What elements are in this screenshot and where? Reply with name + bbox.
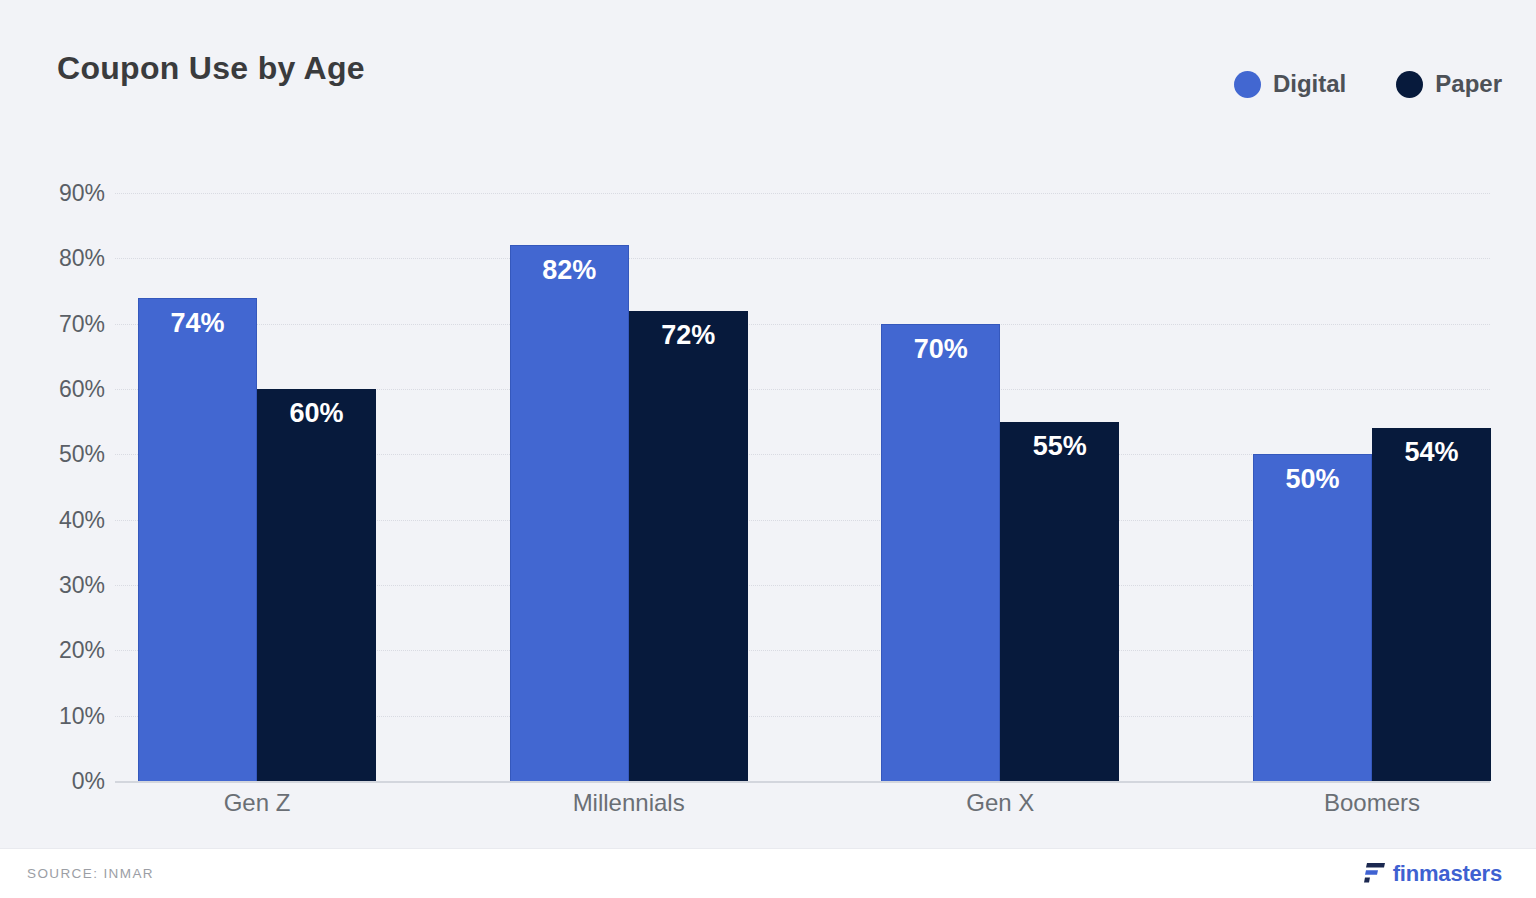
x-tick-label-gen-x: Gen X [881,789,1119,817]
chart-title: Coupon Use by Age [57,50,365,87]
legend-swatch-digital-icon [1234,71,1261,98]
bar-paper-millennials: 72% [629,311,748,781]
bar-value-label: 55% [1000,431,1119,462]
bar-value-label: 72% [629,320,748,351]
bar-paper-boomers: 54% [1372,428,1491,781]
bar-group-gen-x: 70% 55% [881,193,1119,781]
y-tick-label-90: 90% [59,180,105,207]
y-tick-label-40: 40% [59,506,105,533]
bar-group-boomers: 50%54% [1253,193,1491,781]
bar-digital-gen-x: 70% [881,324,1000,781]
footer: SOURCE: INMAR finmasters [0,848,1536,898]
legend-item-digital: Digital [1234,70,1346,98]
y-tick-label-50: 50% [59,441,105,468]
bar-value-label: 74% [139,308,256,339]
x-tick-label-boomers: Boomers [1253,789,1491,817]
legend-item-paper: Paper [1396,70,1502,98]
bar-value-label: 50% [1254,464,1371,495]
bar-value-label: 82% [511,255,628,286]
bar-group-gen-z: 74% 60% [138,193,376,781]
bar-value-label: 60% [257,398,376,429]
bar-paper-gen-x: 55% [1000,422,1119,781]
bar-paper-gen-z: 60% [257,389,376,781]
bar-value-label: 54% [1372,437,1491,468]
plot-area: Gen Z74%60%Millennials82%72%Gen X70%55%B… [115,193,1490,781]
legend: Digital Paper [1234,70,1502,98]
infographic: Coupon Use by Age Digital Paper 90% 80% 70… [0,0,1536,898]
y-tick-label-10: 10% [59,702,105,729]
y-axis: 90%80%70%60%50%40%30%20%10%0% [0,193,105,781]
x-tick-label-gen-z: Gen Z [138,789,376,817]
bar-digital-boomers: 50% [1253,454,1372,781]
finmasters-logo-icon [1364,863,1386,884]
bar-digital-gen-z: 74% [138,298,257,781]
bar-group-millennials: 82% 72% [510,193,748,781]
brand-name: finmasters [1393,861,1502,887]
legend-label-digital: Digital [1273,70,1346,98]
y-tick-label-30: 30% [59,572,105,599]
bar-digital-millennials: 82% [510,245,629,781]
x-tick-label-millennials: Millennials [510,789,748,817]
y-tick-label-20: 20% [59,637,105,664]
brand-logo: finmasters [1364,861,1502,887]
y-tick-label-0: 0% [72,768,105,795]
gridline-0 [115,781,1490,783]
bar-value-label: 70% [882,334,999,365]
y-tick-label-70: 70% [59,310,105,337]
legend-swatch-paper-icon [1396,71,1423,98]
legend-label-paper: Paper [1435,70,1502,98]
y-tick-label-60: 60% [59,376,105,403]
y-tick-label-80: 80% [59,245,105,272]
source-note: SOURCE: INMAR [27,866,154,881]
